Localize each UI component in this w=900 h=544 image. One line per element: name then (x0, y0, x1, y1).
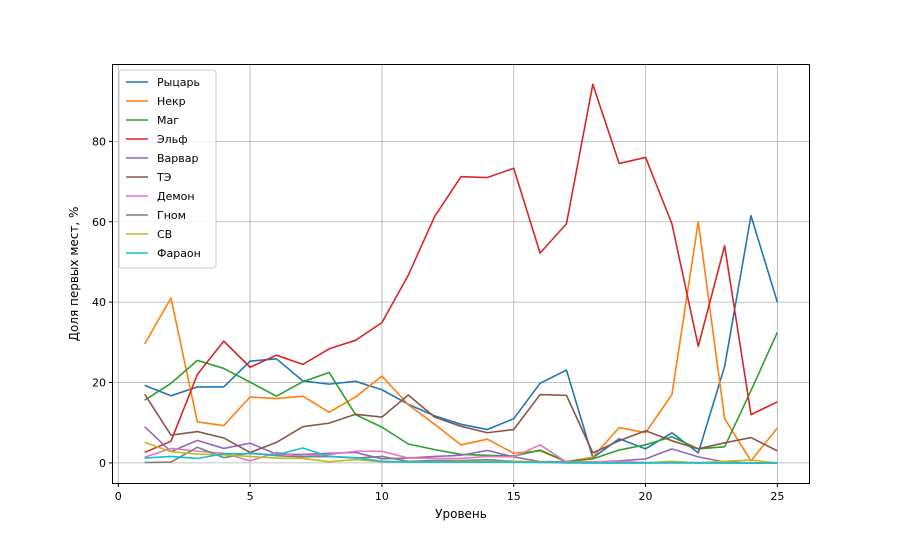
x-tick-label: 25 (770, 490, 784, 503)
x-axis-label: Уровень (435, 507, 487, 521)
x-tick-label: 15 (507, 490, 521, 503)
series-line-2 (143, 220, 778, 463)
series-line-1 (144, 214, 779, 459)
y-tick-label: 80 (92, 135, 106, 148)
legend-label: Некр (157, 95, 186, 108)
series-lines (143, 83, 779, 464)
y-tick-label: 20 (92, 377, 106, 390)
plot-frame (112, 64, 810, 484)
legend-label: ТЭ (156, 171, 172, 184)
series-line-5 (144, 426, 778, 464)
y-axis-ticks: 0 20 40 60 80 (92, 135, 113, 470)
series-line-9 (144, 441, 778, 464)
legend-label: Рыцарь (157, 76, 200, 89)
grid (113, 65, 809, 483)
legend-label: Эльф (157, 133, 188, 146)
y-axis-label: Доля первых мест, % (67, 207, 81, 342)
legend-label: Варвар (157, 152, 198, 165)
y-tick-label: 60 (92, 216, 106, 229)
x-tick-label: 10 (375, 490, 389, 503)
y-tick-label: 40 (92, 296, 106, 309)
legend-label: СВ (157, 228, 172, 241)
legend-label: Маг (157, 114, 179, 127)
series-line-4 (144, 83, 778, 454)
legend-label: Демон (157, 190, 195, 203)
legend-label: Гном (157, 209, 186, 222)
series-line-10 (144, 447, 778, 464)
legend: Рыцарь Некр Маг Эльф Варвар ТЭ Демон Гном СВ Фара… (118, 69, 217, 269)
x-axis-ticks: 0 5 10 15 20 25 (115, 483, 784, 503)
legend-label: Фараон (157, 247, 201, 260)
series-line-3 (144, 331, 779, 463)
x-tick-label: 20 (639, 490, 653, 503)
x-tick-label: 5 (247, 490, 254, 503)
x-tick-label: 0 (115, 490, 122, 503)
y-tick-label: 0 (99, 457, 106, 470)
